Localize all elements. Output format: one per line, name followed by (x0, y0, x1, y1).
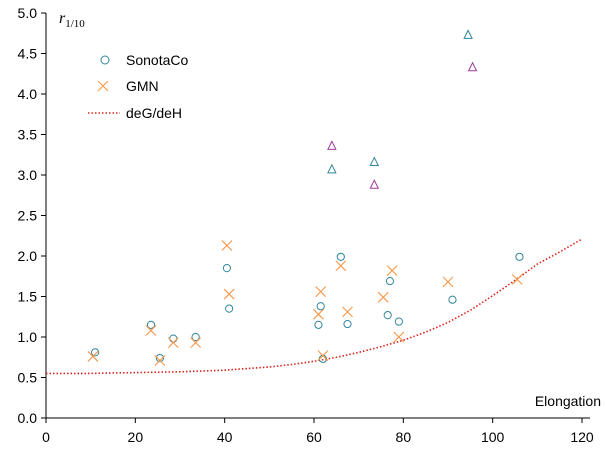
point-sonotaco (448, 295, 457, 304)
point-gmn (442, 276, 454, 288)
point-sonotaco (314, 320, 323, 329)
point-gmn (167, 337, 179, 349)
point-gmn (377, 291, 389, 303)
y-tick-label: 2.0 (18, 248, 38, 264)
y-tick-label: 2.5 (18, 208, 38, 224)
x-axis-label: Elongation (535, 393, 601, 409)
point-gmn (317, 350, 329, 362)
point-gmn (386, 265, 398, 276)
point-sonotaco (343, 319, 352, 329)
data-points (87, 29, 524, 366)
triangle-point (463, 29, 473, 39)
y-axis-label-subscript: 1/10 (65, 18, 85, 30)
legend: SonotaCo GMN deG/deH (88, 52, 188, 121)
point-gmn (221, 240, 233, 251)
triangle-point (369, 156, 380, 167)
x-tick-label: 40 (217, 429, 233, 445)
deg-deh-curve (46, 238, 583, 375)
y-tick-label: 3.5 (18, 127, 38, 143)
triangle-point (369, 179, 380, 189)
legend-marker-gmn (97, 80, 109, 92)
y-axis-label-main: r (59, 10, 66, 27)
y-tick-label: 1.0 (18, 329, 38, 345)
point-sonotaco (385, 277, 395, 286)
point-sonotaco (169, 334, 178, 343)
point-sonotaco (191, 332, 200, 342)
point-gmn (145, 325, 157, 336)
triangle-point (327, 163, 337, 174)
deg-deh-line (46, 238, 583, 375)
point-sonotaco (155, 353, 164, 363)
point-gmn (87, 351, 99, 362)
y-tick-label: 0.5 (18, 370, 38, 386)
point-gmn (393, 331, 405, 343)
y-axis-label: r1/10 (59, 10, 85, 30)
x-tick-label: 100 (481, 429, 505, 445)
y-tick-label: 1.5 (18, 289, 38, 305)
triangle-point (327, 140, 337, 150)
legend-label-sonotaco: SonotaCo (126, 52, 188, 68)
point-sonotaco (222, 264, 231, 273)
point-gmn (154, 355, 166, 366)
point-gmn (342, 306, 353, 318)
point-gmn (511, 274, 523, 285)
y-tick-label: 3.0 (18, 167, 38, 183)
point-gmn (313, 308, 324, 320)
axes: 0 20 40 60 80 100 120 0.0 0.5 1.0 1.5 2.0 2.5 3.0 3.5 4… (18, 5, 594, 445)
legend-label-deg-deh: deG/deH (126, 105, 182, 121)
point-sonotaco (515, 252, 524, 261)
point-sonotaco (383, 311, 392, 320)
point-sonotaco (225, 304, 234, 313)
point-gmn (335, 260, 347, 272)
y-tick-label: 5.0 (18, 5, 38, 21)
x-tick-label: 120 (570, 429, 594, 445)
x-tick-label: 80 (396, 429, 412, 445)
y-tick-label: 0.0 (18, 410, 38, 426)
x-tick-label: 0 (42, 429, 50, 445)
point-sonotaco (91, 348, 100, 357)
legend-label-gmn: GMN (126, 78, 159, 94)
point-sonotaco (394, 317, 403, 326)
point-gmn (190, 337, 202, 349)
y-tick-label: 4.5 (18, 46, 38, 62)
point-sonotaco (336, 252, 345, 261)
legend-x-marker (97, 80, 109, 92)
x-tick-label: 20 (128, 429, 144, 445)
triangle-point (467, 61, 478, 72)
legend-marker-sonotaco (100, 55, 110, 65)
point-sonotaco (146, 320, 156, 329)
point-gmn (223, 288, 235, 300)
x-tick-label: 60 (306, 429, 322, 445)
point-gmn (315, 286, 327, 298)
point-sonotaco (316, 302, 325, 311)
y-tick-label: 4.0 (18, 86, 38, 102)
